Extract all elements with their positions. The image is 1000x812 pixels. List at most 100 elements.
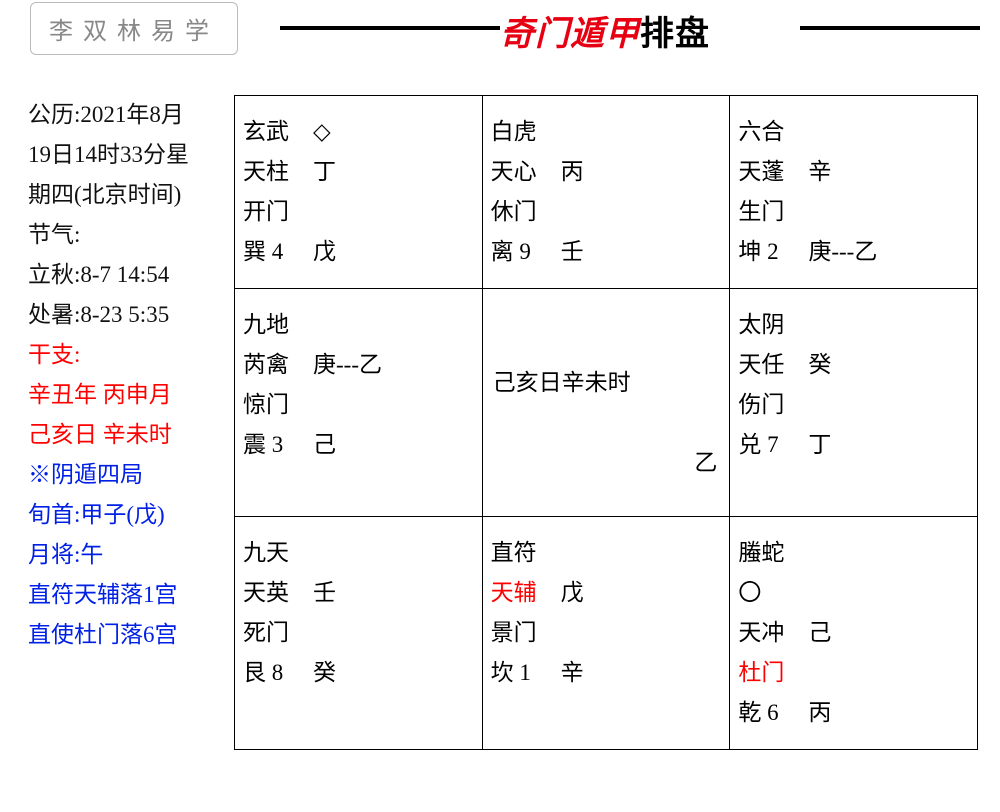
rule-right (800, 26, 980, 30)
r1c2-mid (557, 192, 726, 232)
r1c2-down: 壬 (557, 232, 726, 272)
r1c2-up: 丙 (557, 152, 726, 192)
r1c3-down: 庚---乙 (804, 232, 973, 272)
cell-xun4: 玄武◇ 天柱丁 开门 巽 4戊 (234, 96, 483, 288)
r2c3-up: 癸 (804, 345, 973, 385)
r2c1-mark (309, 305, 478, 345)
cell-kun2: 六合 天蓬辛 生门 坤 2庚---乙 (730, 96, 978, 288)
author-stamp: 李双林易学 (30, 2, 238, 55)
header: 李双林易学 奇门遁甲排盘 (0, 0, 1000, 60)
r2c3-mid (804, 385, 973, 425)
r2c1-palace: 震 3 (239, 425, 309, 465)
grid-row-2: 九地 芮禽庚---乙 惊门 震 3己 己亥日辛未时 乙 太阴 天任癸 (234, 289, 978, 517)
center-br: 乙 (685, 443, 725, 483)
r3c2-gate: 景门 (487, 613, 557, 653)
r3c1-mark (309, 533, 478, 573)
r1c2-palace: 离 9 (487, 232, 557, 272)
r3c3-god: 螣蛇〇 (734, 533, 804, 613)
r1c2-god: 白虎 (487, 112, 557, 152)
r3c3-star: 天冲 (734, 613, 804, 653)
center-text: 己亥日辛未时 (487, 363, 686, 403)
grid: 玄武◇ 天柱丁 开门 巽 4戊 白虎 天心丙 休门 离 9壬 六合 天蓬辛 (234, 95, 978, 750)
s-l2: 19日14时33分星 (28, 135, 226, 175)
r2c1-star: 芮禽 (239, 345, 309, 385)
r1c2-star: 天心 (487, 152, 557, 192)
r1c2-mark (557, 112, 726, 152)
rule-left (280, 26, 500, 30)
r2c3-palace: 兑 7 (734, 425, 804, 465)
grid-row-1: 玄武◇ 天柱丁 开门 巽 4戊 白虎 天心丙 休门 离 9壬 六合 天蓬辛 (234, 95, 978, 289)
r3c2-mark (557, 533, 726, 573)
r3c3-mark (804, 533, 973, 613)
r2c1-down: 己 (309, 425, 478, 465)
s-l9: 己亥日 辛未时 (28, 415, 226, 455)
r1c3-mark (804, 112, 973, 152)
r3c3-up: 己 (804, 613, 973, 653)
r2c3-mark (804, 305, 973, 345)
r3c2-palace: 坎 1 (487, 653, 557, 693)
s-l7: 干支: (28, 335, 226, 375)
r1c1-star: 天柱 (239, 152, 309, 192)
cell-kan1: 直符 天辅戊 景门 坎 1辛 (483, 517, 731, 749)
s-l3: 期四(北京时间) (28, 175, 226, 215)
r1c1-up: 丁 (309, 152, 478, 192)
s-l12: 月将:午 (28, 535, 226, 575)
r1c3-up: 辛 (804, 152, 973, 192)
r1c3-mid (804, 192, 973, 232)
r3c1-god: 九天 (239, 533, 309, 573)
cell-zhen3: 九地 芮禽庚---乙 惊门 震 3己 (234, 289, 483, 516)
r3c1-down: 癸 (309, 653, 478, 693)
r2c1-gate: 惊门 (239, 385, 309, 425)
r3c2-down: 辛 (557, 653, 726, 693)
r3c3-gate: 杜门 (734, 653, 804, 693)
r2c1-mid (309, 385, 478, 425)
sidebar: 公历:2021年8月 19日14时33分星 期四(北京时间) 节气: 立秋:8-… (28, 95, 226, 750)
r2c1-up: 庚---乙 (309, 345, 478, 385)
content: 公历:2021年8月 19日14时33分星 期四(北京时间) 节气: 立秋:8-… (28, 95, 978, 750)
r1c1-mid (309, 192, 478, 232)
r3c2-star: 天辅 (487, 573, 557, 613)
s-l8: 辛丑年 丙申月 (28, 375, 226, 415)
cell-qian6: 螣蛇〇 天冲己 杜门 乾 6丙 (730, 517, 978, 749)
cell-dui7: 太阴 天任癸 伤门 兑 7丁 (730, 289, 978, 516)
s-l5: 立秋:8-7 14:54 (28, 255, 226, 295)
r1c1-god: 玄武 (239, 112, 309, 152)
r1c1-palace: 巽 4 (239, 232, 309, 272)
cell-center: 己亥日辛未时 乙 (483, 289, 731, 516)
r1c3-god: 六合 (734, 112, 804, 152)
r3c2-up: 戊 (557, 573, 726, 613)
r3c3-mid (804, 653, 973, 693)
r2c3-star: 天任 (734, 345, 804, 385)
s-l10: ※阴遁四局 (28, 455, 226, 495)
r2c3-god: 太阴 (734, 305, 804, 345)
r3c1-gate: 死门 (239, 613, 309, 653)
r1c2-gate: 休门 (487, 192, 557, 232)
r1c3-gate: 生门 (734, 192, 804, 232)
grid-row-3: 九天 天英壬 死门 艮 8癸 直符 天辅戊 景门 坎 1辛 螣蛇〇 天冲己 (234, 517, 978, 750)
r1c3-palace: 坤 2 (734, 232, 804, 272)
r2c1-god: 九地 (239, 305, 309, 345)
title-black: 排盘 (640, 15, 710, 53)
r3c2-god: 直符 (487, 533, 557, 573)
r1c3-star: 天蓬 (734, 152, 804, 192)
r1c1-mark: ◇ (309, 112, 478, 152)
cell-gen8: 九天 天英壬 死门 艮 8癸 (234, 517, 483, 749)
r3c1-star: 天英 (239, 573, 309, 613)
r1c1-down: 戊 (309, 232, 478, 272)
r3c1-up: 壬 (309, 573, 478, 613)
page-title: 奇门遁甲排盘 (500, 6, 710, 55)
cell-li9: 白虎 天心丙 休门 离 9壬 (483, 96, 731, 288)
r3c3-palace: 乾 6 (734, 693, 804, 733)
r1c1-gate: 开门 (239, 192, 309, 232)
s-l6: 处暑:8-23 5:35 (28, 295, 226, 335)
s-l1: 公历:2021年8月 (28, 95, 226, 135)
s-l11: 旬首:甲子(戊) (28, 495, 226, 535)
r2c3-down: 丁 (804, 425, 973, 465)
r3c1-palace: 艮 8 (239, 653, 309, 693)
r3c1-mid (309, 613, 478, 653)
title-red: 奇门遁甲 (500, 15, 640, 53)
r3c2-mid (557, 613, 726, 653)
s-l13: 直符天辅落1宫 (28, 575, 226, 615)
s-l4: 节气: (28, 215, 226, 255)
s-l14: 直使杜门落6宫 (28, 615, 226, 655)
